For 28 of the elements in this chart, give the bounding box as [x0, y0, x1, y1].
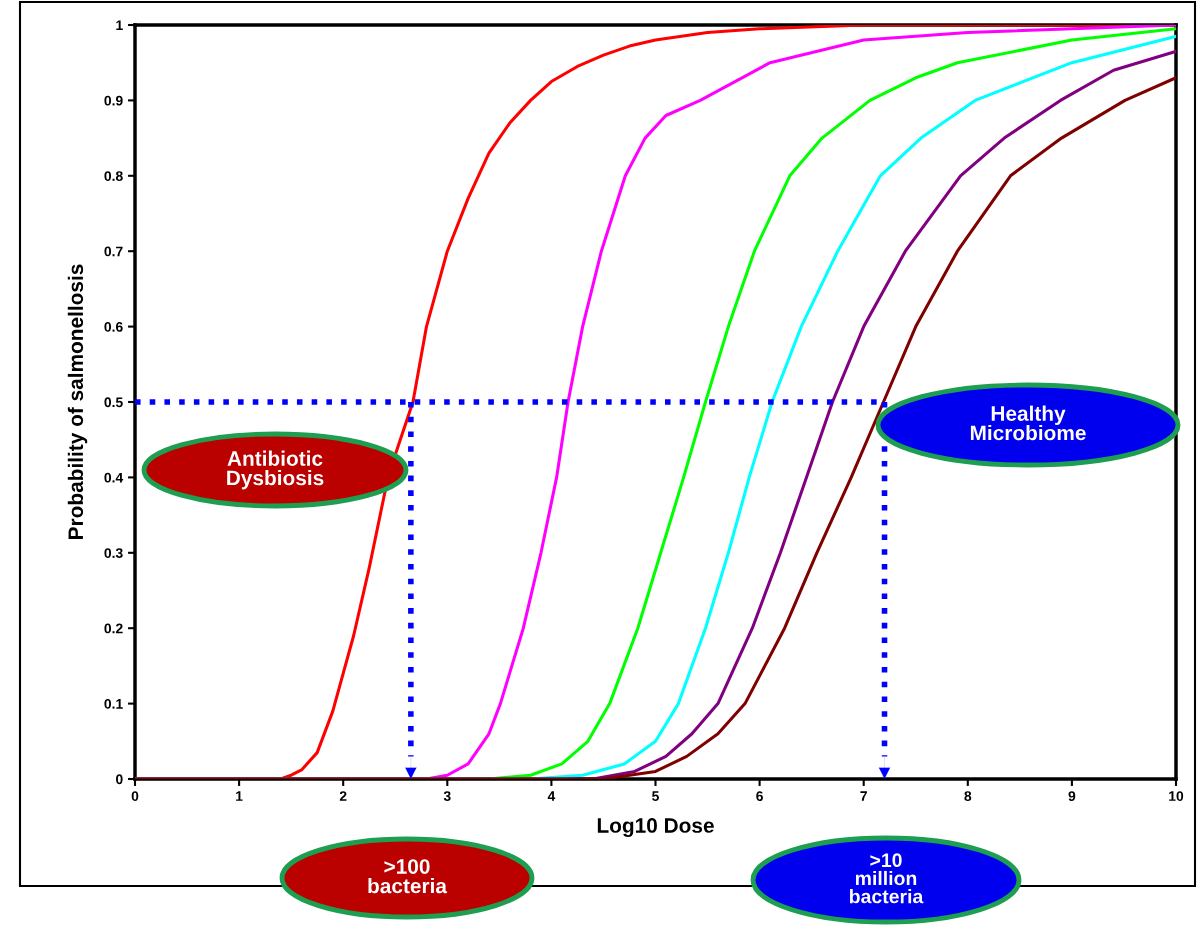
x-tick-label: 2: [339, 791, 347, 801]
y-tick-label: 0.5: [104, 397, 123, 408]
x-tick-label: 6: [756, 791, 763, 802]
y-tick-label: 0.2: [104, 623, 123, 634]
y-tick-label: 0.1: [104, 698, 123, 709]
x-tick-label: 10: [1169, 791, 1184, 802]
y-axis-title: Probability of salmonellosis: [67, 264, 88, 539]
y-tick-label: 0.3: [104, 548, 123, 558]
x-tick-label: 5: [652, 791, 659, 802]
x-tick-label: 7: [860, 791, 867, 801]
y-tick-label: 0.8: [104, 171, 123, 181]
text: >100 bacteria: [368, 859, 448, 894]
x-tick-label: 8: [964, 791, 972, 802]
x-tick-label: 4: [547, 791, 556, 801]
x-tick-label: 3: [443, 791, 451, 802]
y-tick-label: 0.9: [104, 95, 123, 106]
annotation: Antibiotic Dysbiosis: [227, 450, 324, 490]
x-axis-title: Log10 Dose: [597, 818, 714, 838]
x-tick-label: 0: [131, 791, 139, 802]
annotation: Healthy Microbiome: [970, 405, 1086, 441]
y-tick-label: 0.7: [104, 246, 123, 257]
x-tick-label: 9: [1068, 791, 1076, 802]
x-tick-label: 1: [236, 791, 243, 801]
y-tick-label: 0: [116, 774, 123, 785]
text: >10 million bacteria: [850, 853, 924, 904]
y-tick-label: 0.6: [104, 321, 123, 332]
y-tick-label: 0.4: [104, 472, 124, 483]
y-tick-label: 1: [116, 20, 123, 31]
